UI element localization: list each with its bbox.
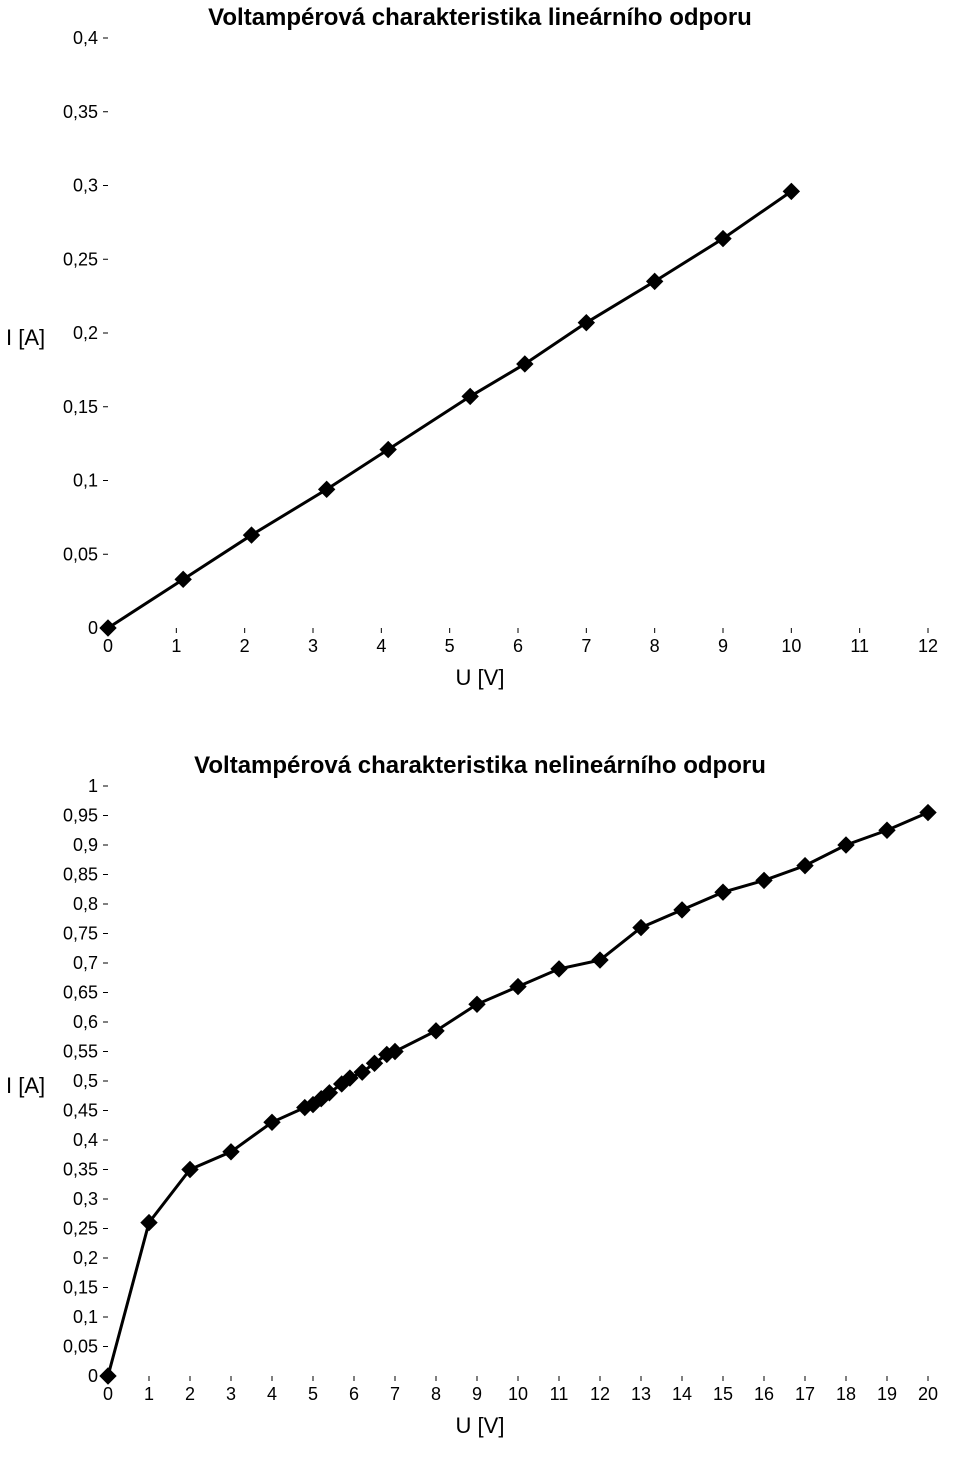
chart1-plot: 012345678910111200,050,10,150,20,250,30,… bbox=[0, 0, 960, 720]
svg-text:2: 2 bbox=[240, 636, 250, 656]
svg-text:0: 0 bbox=[88, 1366, 98, 1386]
svg-text:0,4: 0,4 bbox=[73, 28, 98, 48]
svg-text:0,05: 0,05 bbox=[63, 1337, 98, 1357]
svg-text:6: 6 bbox=[349, 1384, 359, 1404]
svg-text:12: 12 bbox=[590, 1384, 610, 1404]
svg-text:9: 9 bbox=[718, 636, 728, 656]
svg-text:0,1: 0,1 bbox=[73, 471, 98, 491]
svg-text:0,2: 0,2 bbox=[73, 1248, 98, 1268]
svg-text:0,55: 0,55 bbox=[63, 1042, 98, 1062]
svg-text:0,15: 0,15 bbox=[63, 397, 98, 417]
svg-text:0,85: 0,85 bbox=[63, 865, 98, 885]
svg-text:11: 11 bbox=[550, 1384, 569, 1404]
svg-text:0,3: 0,3 bbox=[73, 176, 98, 196]
svg-text:17: 17 bbox=[795, 1384, 815, 1404]
svg-text:13: 13 bbox=[631, 1384, 651, 1404]
svg-text:0,4: 0,4 bbox=[73, 1130, 98, 1150]
chart2-plot: 0123456789101112131415161718192000,050,1… bbox=[0, 748, 960, 1468]
svg-text:8: 8 bbox=[431, 1384, 441, 1404]
svg-text:0,2: 0,2 bbox=[73, 323, 98, 343]
svg-text:15: 15 bbox=[713, 1384, 733, 1404]
svg-text:0,35: 0,35 bbox=[63, 102, 98, 122]
svg-text:10: 10 bbox=[781, 636, 801, 656]
svg-text:4: 4 bbox=[376, 636, 386, 656]
svg-text:11: 11 bbox=[850, 636, 869, 656]
svg-text:0,65: 0,65 bbox=[63, 983, 98, 1003]
svg-text:0,45: 0,45 bbox=[63, 1101, 98, 1121]
svg-text:16: 16 bbox=[754, 1384, 774, 1404]
svg-text:0,3: 0,3 bbox=[73, 1189, 98, 1209]
svg-text:0,8: 0,8 bbox=[73, 894, 98, 914]
svg-text:1: 1 bbox=[171, 636, 181, 656]
chart-linear: Voltampérová charakteristika lineárního … bbox=[0, 0, 960, 720]
svg-text:14: 14 bbox=[672, 1384, 692, 1404]
svg-text:2: 2 bbox=[185, 1384, 195, 1404]
svg-text:1: 1 bbox=[88, 776, 98, 796]
svg-text:3: 3 bbox=[226, 1384, 236, 1404]
svg-text:9: 9 bbox=[472, 1384, 482, 1404]
svg-text:12: 12 bbox=[918, 636, 938, 656]
svg-text:4: 4 bbox=[267, 1384, 277, 1404]
svg-text:5: 5 bbox=[445, 636, 455, 656]
svg-text:0: 0 bbox=[103, 1384, 113, 1404]
chart1-xlabel: U [V] bbox=[456, 665, 505, 691]
page: Voltampérová charakteristika lineárního … bbox=[0, 0, 960, 1476]
svg-text:0,75: 0,75 bbox=[63, 924, 98, 944]
svg-text:0,05: 0,05 bbox=[63, 544, 98, 564]
svg-text:0: 0 bbox=[103, 636, 113, 656]
chart2-xlabel: U [V] bbox=[456, 1413, 505, 1439]
svg-text:0: 0 bbox=[88, 618, 98, 638]
svg-text:8: 8 bbox=[650, 636, 660, 656]
svg-text:6: 6 bbox=[513, 636, 523, 656]
svg-text:0,7: 0,7 bbox=[73, 953, 98, 973]
svg-text:5: 5 bbox=[308, 1384, 318, 1404]
svg-text:0,1: 0,1 bbox=[73, 1307, 98, 1327]
svg-text:3: 3 bbox=[308, 636, 318, 656]
svg-text:7: 7 bbox=[390, 1384, 400, 1404]
svg-text:0,25: 0,25 bbox=[63, 1219, 98, 1239]
svg-text:19: 19 bbox=[877, 1384, 897, 1404]
svg-text:7: 7 bbox=[581, 636, 591, 656]
svg-text:20: 20 bbox=[918, 1384, 938, 1404]
svg-text:0,95: 0,95 bbox=[63, 806, 98, 826]
svg-text:0,35: 0,35 bbox=[63, 1160, 98, 1180]
svg-text:1: 1 bbox=[144, 1384, 154, 1404]
svg-text:0,9: 0,9 bbox=[73, 835, 98, 855]
svg-text:0,6: 0,6 bbox=[73, 1012, 98, 1032]
svg-text:18: 18 bbox=[836, 1384, 856, 1404]
svg-text:0,25: 0,25 bbox=[63, 249, 98, 269]
chart-nonlinear: Voltampérová charakteristika nelineárníh… bbox=[0, 748, 960, 1468]
svg-text:0,15: 0,15 bbox=[63, 1278, 98, 1298]
svg-text:10: 10 bbox=[508, 1384, 528, 1404]
svg-text:0,5: 0,5 bbox=[73, 1071, 98, 1091]
